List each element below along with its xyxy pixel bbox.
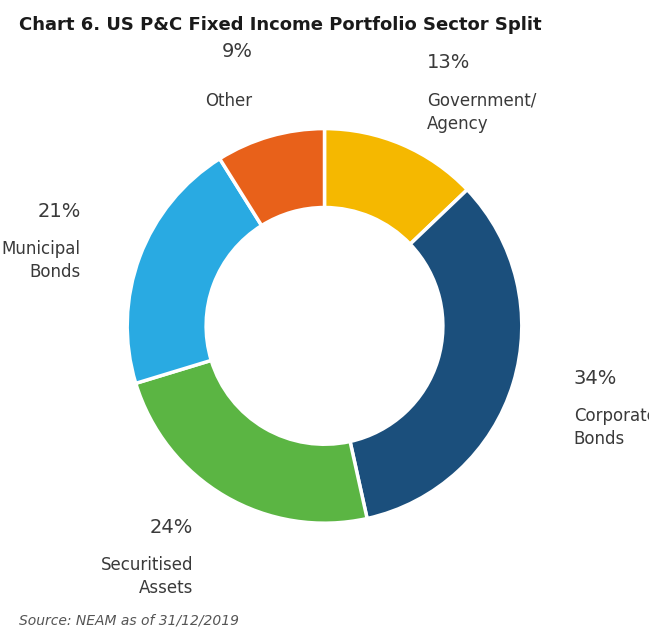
Text: Municipal
Bonds: Municipal Bonds	[1, 240, 80, 281]
Text: 9%: 9%	[221, 42, 252, 61]
Text: Securitised
Assets: Securitised Assets	[101, 555, 193, 597]
Text: Source: NEAM as of 31/12/2019: Source: NEAM as of 31/12/2019	[19, 613, 239, 627]
Text: Other: Other	[206, 92, 252, 111]
Text: Government/
Agency: Government/ Agency	[427, 91, 536, 133]
Text: Corporate
Bonds: Corporate Bonds	[574, 406, 649, 448]
Text: Chart 6. US P&C Fixed Income Portfolio Sector Split: Chart 6. US P&C Fixed Income Portfolio S…	[19, 16, 542, 34]
Wedge shape	[220, 128, 324, 226]
Text: 13%: 13%	[427, 53, 471, 72]
Wedge shape	[127, 158, 262, 383]
Wedge shape	[136, 360, 367, 523]
Text: 34%: 34%	[574, 369, 617, 388]
Wedge shape	[350, 190, 522, 518]
Wedge shape	[324, 128, 467, 244]
Text: 21%: 21%	[37, 201, 80, 220]
Text: 24%: 24%	[150, 518, 193, 537]
